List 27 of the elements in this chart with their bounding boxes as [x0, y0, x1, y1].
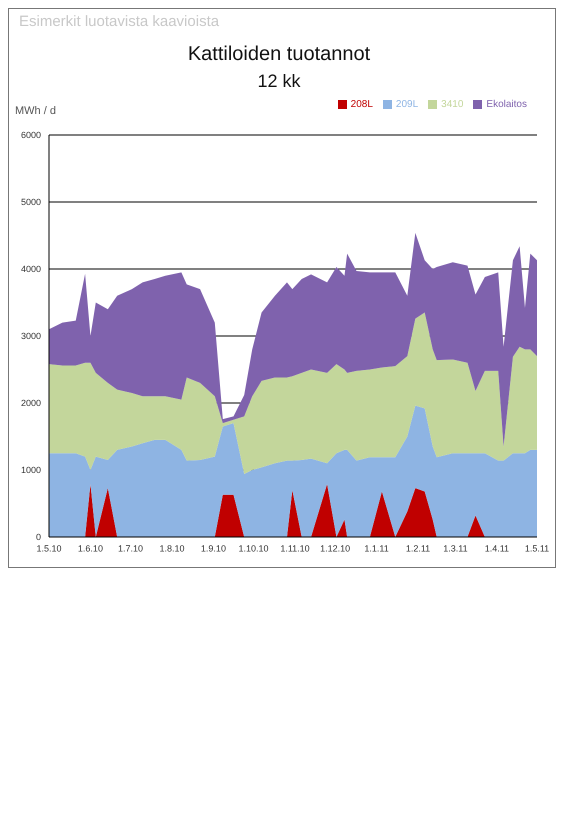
y-tick-label: 4000 [20, 264, 41, 274]
x-tick-label: 1.10.10 [238, 543, 269, 554]
y-tick-label: 0 [36, 532, 41, 542]
x-tick-label: 1.12.10 [320, 543, 350, 554]
y-tick-label: 5000 [20, 197, 41, 208]
x-tick-label: 1.7.10 [118, 543, 144, 554]
x-tick-label: 1.8.10 [159, 543, 185, 554]
x-tick-label: 1.4.11 [484, 543, 510, 554]
legend-label: 208L [350, 99, 373, 110]
x-tick-label: 1.6.10 [78, 543, 103, 554]
legend-label: 209L [396, 99, 418, 110]
x-tick-label: 1.1.11 [364, 543, 389, 554]
y-tick-label: 6000 [20, 130, 41, 140]
x-tick-label: 1.5.10 [36, 543, 62, 554]
x-tick-label: 1.3.11 [443, 543, 468, 554]
x-tick-label: 1.11.10 [280, 543, 310, 554]
legend-label: 3410 [441, 99, 464, 110]
y-tick-label: 2000 [20, 398, 41, 408]
x-tick-label: 1.2.11 [406, 543, 430, 554]
x-tick-label: 1.9.10 [200, 543, 226, 554]
legend-label: Ekolaitos [486, 99, 527, 110]
chart-subtitle: 12 kk [256, 71, 302, 92]
y-axis-title: MWh / d [15, 105, 56, 117]
chart-title: Kattiloiden tuotannot [186, 43, 372, 66]
x-tick-label: 1.5.11 [524, 543, 550, 554]
y-tick-label: 1000 [20, 465, 41, 476]
y-tick-label: 3000 [20, 331, 41, 342]
